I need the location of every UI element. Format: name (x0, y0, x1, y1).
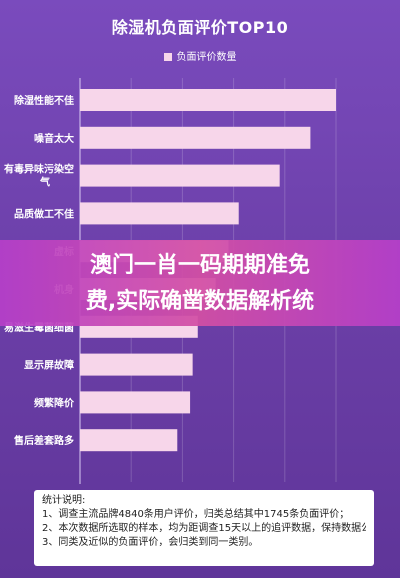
category-label: 噪音太大 (34, 132, 74, 145)
overlay-line-2: 费,实际确凿数据解析统 (85, 289, 315, 314)
bar (80, 126, 311, 149)
bar (80, 89, 336, 111)
legend-label: 负面评价数量 (176, 52, 237, 63)
category-label: 有毒异味污染空气 (4, 163, 74, 189)
chart-title: 除湿机负面评价TOP10 (111, 18, 289, 37)
legend-swatch (163, 53, 172, 61)
notes-title: 统计说明: (42, 495, 86, 506)
bar (80, 429, 178, 452)
category-label: 售后差套路多 (14, 434, 74, 447)
category-label: 除湿性能不佳 (14, 94, 74, 107)
bar (80, 391, 191, 414)
chart-legend: 负面评价数量 (0, 48, 400, 63)
category-label: 频繁降价 (34, 396, 75, 409)
notes-item-1: 1、调查主流品牌4840条用户评价，归类总结其中1745条负面评价； (42, 509, 350, 520)
bar (80, 164, 280, 187)
notes-item-2: 2、本次数据所选取的样本，均为距调查15天以上的追评数据，保持数据公正客观； (42, 523, 366, 534)
category-label: 显示屏故障 (24, 359, 74, 372)
overlay-banner (0, 240, 400, 326)
overlay-text: 澳门一肖一码期期准免 费,实际确凿数据解析统 (0, 248, 400, 320)
notes-item-3: 3、同类及近似的负面评价，会归类到同一类别。 (42, 537, 259, 548)
category-label: 品质做工不佳 (14, 207, 74, 220)
bar (80, 202, 239, 225)
bar (80, 353, 193, 376)
notes-box: 统计说明: 1、调查主流品牌4840条用户评价，归类总结其中1745条负面评价；… (34, 490, 374, 566)
overlay-line-1: 澳门一肖一码期期准免 (89, 253, 310, 278)
